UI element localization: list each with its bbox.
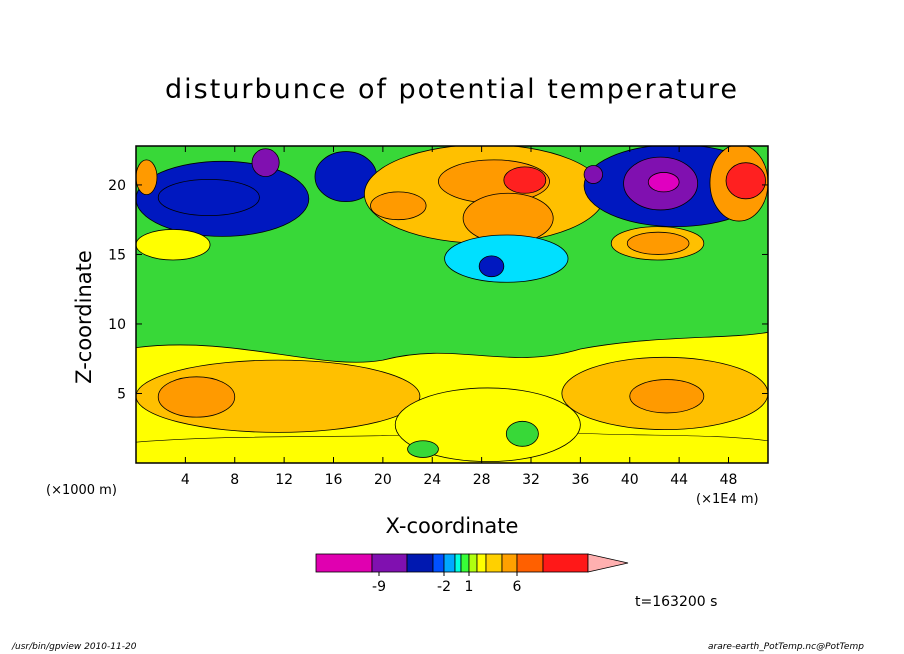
x-tick-label-0: 4 [181,472,190,488]
cyan-cell [444,234,569,283]
contour-field [136,146,768,463]
colorbar-segment-0 [315,553,373,573]
y-axis-ticks: 5 10 15 20 [108,178,768,402]
yellow-left-mid [136,229,211,261]
colorbar-extend-arrow [587,553,629,573]
x-tick-label-3: 16 [325,472,343,488]
x-tick-label-5: 24 [423,472,441,488]
time-label: t=163200 s [635,594,718,610]
colorbar-label-2: 1 [465,579,474,595]
orange-core-left [157,376,236,418]
colorbar-segment-8 [476,553,487,573]
y-tick-label-1: 10 [108,317,126,333]
colorbar-segment-12 [542,553,589,573]
orange-upper-left [370,191,427,221]
x-tick-label-2: 12 [275,472,293,488]
chart-title: disturbunce of potential temperature [165,74,739,105]
x-tick-label-9: 40 [621,472,639,488]
colorbar-segment-1 [371,553,408,573]
x-tick-label-8: 36 [571,472,589,488]
colorbar-label-1: -2 [437,579,451,595]
x-tick-label-6: 28 [473,472,491,488]
x-tick-label-1: 8 [230,472,239,488]
magenta-core [647,172,680,193]
x-axis-unit-left: (×1000 m) [46,483,117,498]
x-axis-label: X-coordinate [385,514,519,538]
colorbar-segment-7 [468,553,478,573]
blue-small-cell [478,255,505,278]
y-tick-label-2: 15 [108,247,126,263]
red-cell-right [725,162,766,200]
y-tick-label-0: 5 [117,386,126,402]
x-tick-label-11: 48 [720,472,738,488]
colorbar-segment-6 [460,553,470,573]
green-patch-low-2 [407,440,439,458]
colorbar-label-3: 6 [513,579,522,595]
colorbar-segment-11 [516,553,544,573]
x-tick-label-10: 44 [670,472,688,488]
orange-edge-left [136,159,158,196]
orange-core-right [629,379,705,414]
purple-small-right [583,165,603,184]
orange-right [626,231,690,255]
colorbar-segment-10 [501,553,518,573]
mixed-zone-lower [394,387,581,463]
x-tick-label-4: 20 [374,472,392,488]
colorbar-label-0: -9 [372,579,386,595]
colorbar-segment-2 [406,553,434,573]
colorbar-segment-9 [485,553,503,573]
colorbar: -9 -2 1 6 [315,553,629,595]
x-axis-ticks: 4 8 12 16 20 24 28 32 36 40 44 48 [181,146,738,488]
green-patch-low [505,420,539,447]
y-tick-label-3: 20 [108,178,126,194]
blue-core-left [157,178,260,216]
x-axis-unit-right: (×1E4 m) [696,492,759,507]
footer-right: arare-earth_PotTemp.nc@PotTemp [708,642,864,652]
x-tick-label-7: 32 [522,472,540,488]
colorbar-segment-5 [454,553,462,573]
purple-cell-left [251,148,280,177]
footer-left: /usr/bin/gpview 2010-11-20 [12,642,137,652]
red-upper-center [503,166,547,194]
colorbar-segment-3 [432,553,445,573]
colorbar-segment-4 [443,553,456,573]
plot-frame [135,145,769,464]
